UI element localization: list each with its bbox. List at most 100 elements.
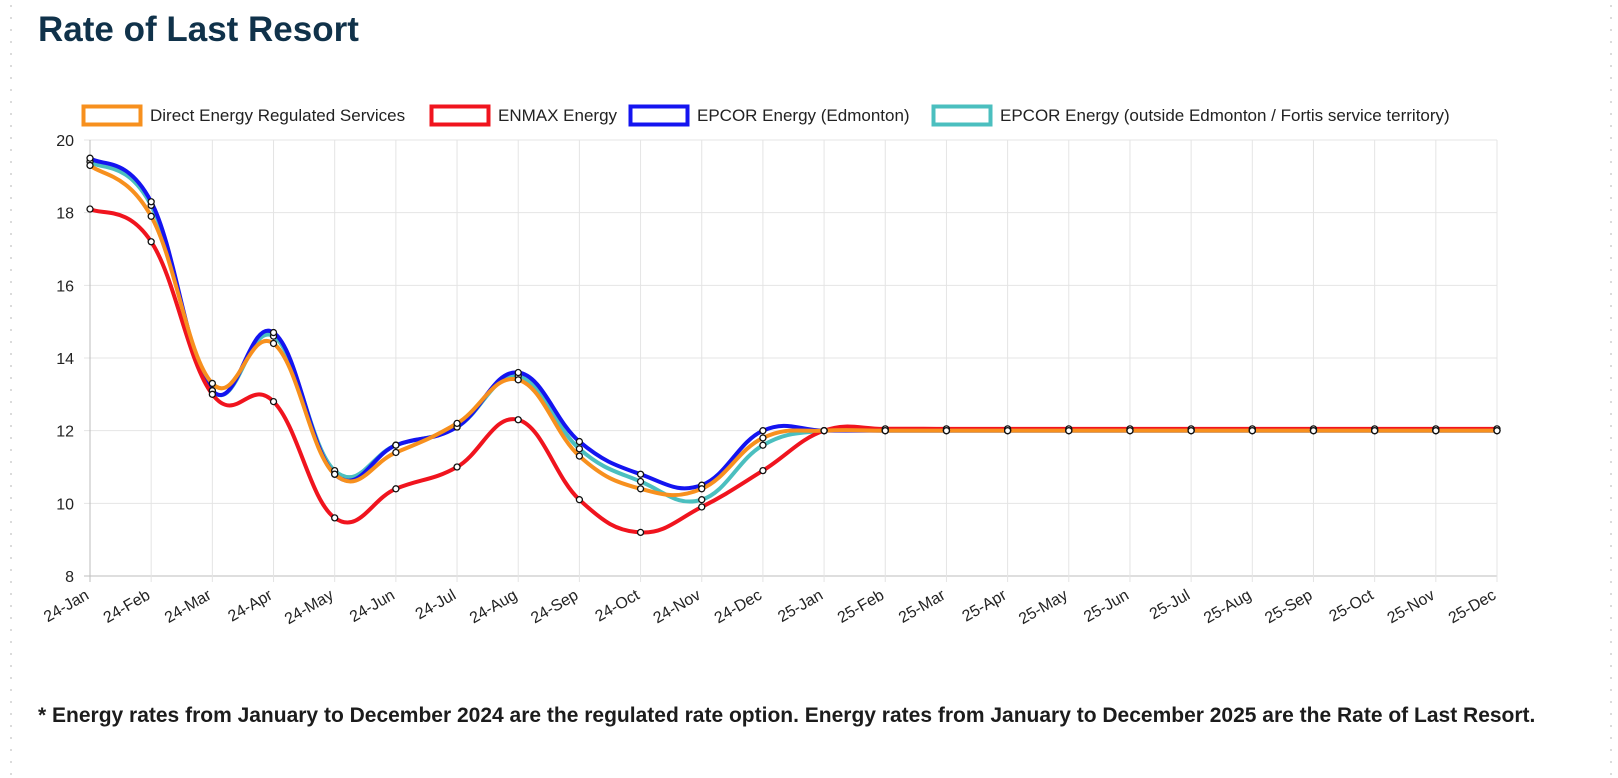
x-tick-label: 25-Apr: [960, 586, 1011, 625]
data-point[interactable]: [1187, 427, 1195, 435]
data-point[interactable]: [514, 376, 522, 384]
series-line: [89, 207, 1497, 535]
legend-label: Direct Energy Regulated Services: [150, 106, 405, 125]
data-point[interactable]: [820, 427, 828, 435]
y-tick-label: 16: [56, 278, 74, 295]
data-point[interactable]: [575, 445, 584, 453]
data-point[interactable]: [881, 427, 889, 435]
legend-item[interactable]: EPCOR Energy (outside Edmonton / Fortis …: [931, 104, 1450, 127]
data-point[interactable]: [208, 379, 216, 388]
data-point[interactable]: [269, 339, 278, 348]
data-point[interactable]: [759, 466, 767, 475]
data-point[interactable]: [1309, 427, 1318, 435]
chart-legend: Direct Energy Regulated Services ENMAX En…: [81, 104, 1450, 127]
data-point[interactable]: [636, 470, 645, 478]
data-point[interactable]: [575, 496, 584, 504]
data-point[interactable]: [208, 390, 216, 398]
data-point[interactable]: [86, 154, 94, 162]
data-point[interactable]: [331, 470, 339, 478]
chart-grid: [84, 139, 1498, 582]
legend-swatch: [81, 104, 143, 127]
legend-label: EPCOR Energy (Edmonton): [697, 106, 910, 125]
legend-swatch: [931, 104, 993, 127]
x-tick-label: 25-Feb: [835, 587, 887, 627]
data-point[interactable]: [453, 419, 461, 428]
x-tick-label: 24-Nov: [651, 587, 704, 628]
x-tick-label: 24-Dec: [712, 587, 765, 628]
page-border-left: [10, 0, 12, 778]
y-tick-label: 20: [56, 133, 74, 150]
x-tick-label: 25-Jul: [1147, 587, 1193, 624]
data-point[interactable]: [392, 441, 400, 449]
legend-item[interactable]: ENMAX Energy: [429, 104, 618, 127]
x-tick-label: 24-Jun: [347, 587, 398, 626]
legend-item[interactable]: EPCOR Energy (Edmonton): [628, 104, 910, 127]
x-tick-label: 25-Sep: [1262, 587, 1315, 628]
data-point[interactable]: [269, 328, 278, 337]
legend-swatch: [628, 104, 690, 127]
x-tick-label: 24-Aug: [467, 587, 520, 628]
data-point[interactable]: [1065, 427, 1073, 435]
data-point[interactable]: [453, 463, 461, 471]
y-tick-label: 10: [56, 496, 74, 513]
x-axis-ticks: 24-Jan 24-Feb 24-Mar 24-Apr 24-May 24-Jun 24-J…: [41, 586, 1499, 628]
chart-points: [86, 154, 1501, 537]
data-point[interactable]: [86, 161, 94, 170]
x-tick-label: 24-Mar: [162, 586, 215, 626]
data-point[interactable]: [759, 441, 767, 449]
data-point[interactable]: [1432, 427, 1440, 435]
y-axis-ticks: 8 10 12 14 16 18 20: [56, 133, 74, 586]
y-tick-label: 14: [56, 351, 74, 368]
x-tick-label: 24-Feb: [101, 587, 153, 627]
data-point[interactable]: [269, 397, 278, 406]
data-point[interactable]: [636, 528, 645, 537]
data-point[interactable]: [636, 477, 645, 486]
y-tick-label: 8: [65, 569, 74, 586]
y-tick-label: 12: [56, 424, 74, 441]
chart-series: [88, 156, 1497, 535]
data-point[interactable]: [575, 437, 584, 446]
data-point[interactable]: [514, 368, 522, 377]
x-tick-label: 25-Jun: [1081, 587, 1132, 626]
data-point[interactable]: [636, 485, 645, 493]
data-point[interactable]: [1126, 427, 1134, 435]
data-point[interactable]: [1248, 427, 1256, 435]
data-point[interactable]: [392, 485, 400, 493]
x-tick-label: 24-Oct: [592, 586, 643, 625]
x-tick-label: 25-Nov: [1385, 587, 1438, 628]
data-point[interactable]: [86, 205, 94, 213]
page-title: Rate of Last Resort: [38, 10, 359, 49]
x-tick-label: 25-Mar: [896, 586, 949, 626]
data-point[interactable]: [698, 503, 706, 511]
data-point[interactable]: [331, 514, 339, 522]
legend-label: ENMAX Energy: [498, 106, 618, 125]
data-point[interactable]: [942, 427, 951, 435]
data-point[interactable]: [759, 427, 767, 435]
data-point[interactable]: [1493, 427, 1501, 435]
x-tick-label: 25-May: [1016, 587, 1071, 628]
series-line: [88, 156, 1497, 491]
x-tick-label: 25-Dec: [1446, 587, 1499, 628]
legend-label: EPCOR Energy (outside Edmonton / Fortis …: [1000, 106, 1450, 125]
legend-item[interactable]: Direct Energy Regulated Services: [81, 104, 406, 127]
x-tick-label: 25-Jan: [775, 587, 826, 626]
x-tick-label: 24-Jul: [413, 587, 459, 624]
data-point[interactable]: [575, 452, 584, 460]
x-tick-label: 24-Apr: [225, 586, 276, 625]
data-point[interactable]: [698, 485, 706, 493]
data-point[interactable]: [392, 448, 400, 457]
x-tick-label: 24-Jan: [41, 587, 92, 626]
data-point[interactable]: [147, 212, 155, 220]
data-point[interactable]: [147, 238, 155, 246]
data-point[interactable]: [147, 198, 155, 206]
data-point[interactable]: [698, 496, 706, 504]
data-point[interactable]: [1371, 427, 1379, 435]
data-point[interactable]: [514, 416, 522, 424]
data-point[interactable]: [759, 434, 767, 442]
y-tick-label: 18: [56, 206, 74, 223]
x-tick-label: 25-Aug: [1201, 587, 1254, 628]
footnote: * Energy rates from January to December …: [38, 704, 1536, 727]
line-chart: 8 10 12 14 16 18 20 24-Jan 24-Feb 24-Mar 24-Apr 24…: [41, 104, 1501, 628]
x-tick-label: 25-Oct: [1327, 586, 1378, 625]
data-point[interactable]: [1003, 427, 1012, 435]
